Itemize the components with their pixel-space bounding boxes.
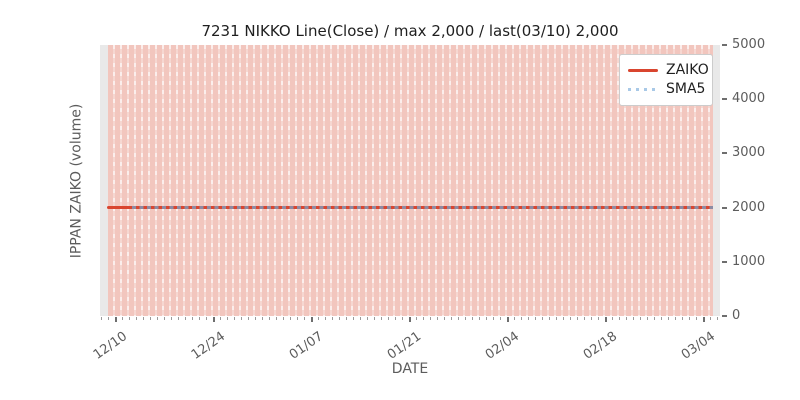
x-major-tick (507, 317, 509, 322)
daily-volume-bars (108, 45, 713, 316)
legend-label: ZAIKO (666, 62, 709, 78)
x-major-tick (409, 317, 411, 322)
plot-area (100, 45, 720, 316)
sma5-line-series (132, 206, 713, 209)
y-tick-mark (722, 261, 727, 263)
y-tick-label: 3000 (732, 145, 766, 160)
y-axis-label: IPPAN ZAIKO (volume) (68, 103, 84, 258)
x-major-tick (115, 317, 117, 322)
chart-title: 7231 NIKKO Line(Close) / max 2,000 / las… (201, 22, 619, 40)
sma5-dotted-swatch-icon (628, 88, 658, 91)
x-tick-label: 01/21 (384, 329, 424, 363)
legend-label: SMA5 (666, 81, 706, 97)
legend-item-sma5: SMA5 (628, 80, 706, 99)
y-tick-label: 2000 (732, 200, 766, 215)
y-tick-label: 1000 (732, 254, 766, 269)
y-tick-label: 4000 (732, 91, 766, 106)
y-tick-label: 5000 (732, 37, 766, 52)
x-tick-label: 03/04 (678, 329, 718, 363)
x-major-tick (311, 317, 313, 322)
y-tick-label: 0 (732, 308, 741, 323)
y-tick-mark (722, 152, 727, 154)
x-tick-label: 12/24 (188, 329, 228, 363)
y-axis-label-wrap: IPPAN ZAIKO (volume) (58, 45, 94, 316)
legend: ZAIKO SMA5 (619, 54, 713, 106)
zaiko-line-swatch-icon (628, 69, 658, 72)
x-major-tick (703, 317, 705, 322)
x-axis-label: DATE (391, 361, 429, 377)
x-major-tick (605, 317, 607, 322)
x-major-tick (213, 317, 215, 322)
y-tick-mark (722, 207, 727, 209)
y-tick-mark (722, 98, 727, 100)
legend-item-zaiko: ZAIKO (628, 61, 709, 80)
y-tick-mark (722, 315, 727, 317)
x-tick-label: 01/07 (286, 329, 326, 363)
y-tick-mark (722, 44, 727, 46)
x-tick-label: 02/18 (580, 329, 620, 363)
x-tick-label: 02/04 (482, 329, 522, 363)
x-tick-label: 12/10 (90, 329, 130, 363)
